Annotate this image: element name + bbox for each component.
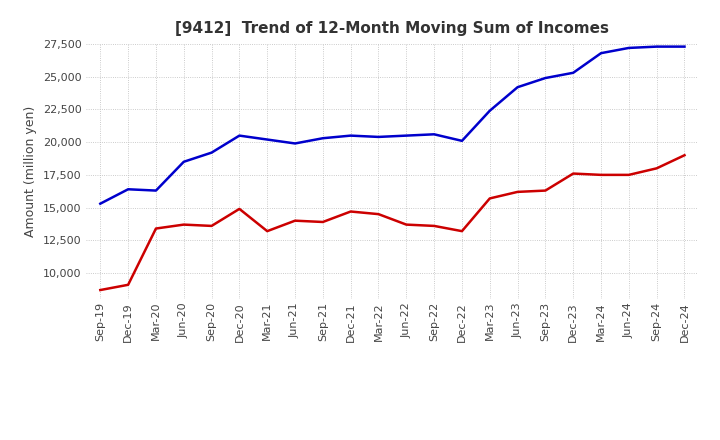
Net Income (541, 188, 550, 193)
Ordinary Income (680, 44, 689, 49)
Ordinary Income (152, 188, 161, 193)
Net Income (291, 218, 300, 224)
Ordinary Income (569, 70, 577, 75)
Y-axis label: Amount (million yen): Amount (million yen) (24, 106, 37, 237)
Net Income (624, 172, 633, 177)
Net Income (152, 226, 161, 231)
Net Income (402, 222, 410, 227)
Ordinary Income (346, 133, 355, 138)
Ordinary Income (597, 51, 606, 56)
Net Income (96, 287, 104, 293)
Net Income (263, 228, 271, 234)
Line: Ordinary Income: Ordinary Income (100, 47, 685, 204)
Net Income (458, 228, 467, 234)
Net Income (485, 196, 494, 201)
Ordinary Income (291, 141, 300, 146)
Title: [9412]  Trend of 12-Month Moving Sum of Incomes: [9412] Trend of 12-Month Moving Sum of I… (176, 21, 609, 36)
Legend: Ordinary Income, Net Income: Ordinary Income, Net Income (248, 438, 536, 440)
Ordinary Income (458, 138, 467, 143)
Ordinary Income (402, 133, 410, 138)
Net Income (235, 206, 243, 212)
Net Income (179, 222, 188, 227)
Net Income (124, 282, 132, 287)
Net Income (318, 220, 327, 225)
Ordinary Income (485, 108, 494, 114)
Ordinary Income (179, 159, 188, 165)
Ordinary Income (124, 187, 132, 192)
Net Income (374, 212, 383, 217)
Net Income (346, 209, 355, 214)
Net Income (680, 153, 689, 158)
Net Income (207, 223, 216, 228)
Ordinary Income (207, 150, 216, 155)
Ordinary Income (541, 75, 550, 81)
Ordinary Income (96, 201, 104, 206)
Ordinary Income (513, 84, 522, 90)
Net Income (652, 166, 661, 171)
Net Income (569, 171, 577, 176)
Ordinary Income (624, 45, 633, 51)
Net Income (597, 172, 606, 177)
Net Income (430, 223, 438, 228)
Ordinary Income (374, 134, 383, 139)
Ordinary Income (235, 133, 243, 138)
Ordinary Income (318, 136, 327, 141)
Net Income (513, 189, 522, 194)
Ordinary Income (263, 137, 271, 142)
Line: Net Income: Net Income (100, 155, 685, 290)
Ordinary Income (430, 132, 438, 137)
Ordinary Income (652, 44, 661, 49)
